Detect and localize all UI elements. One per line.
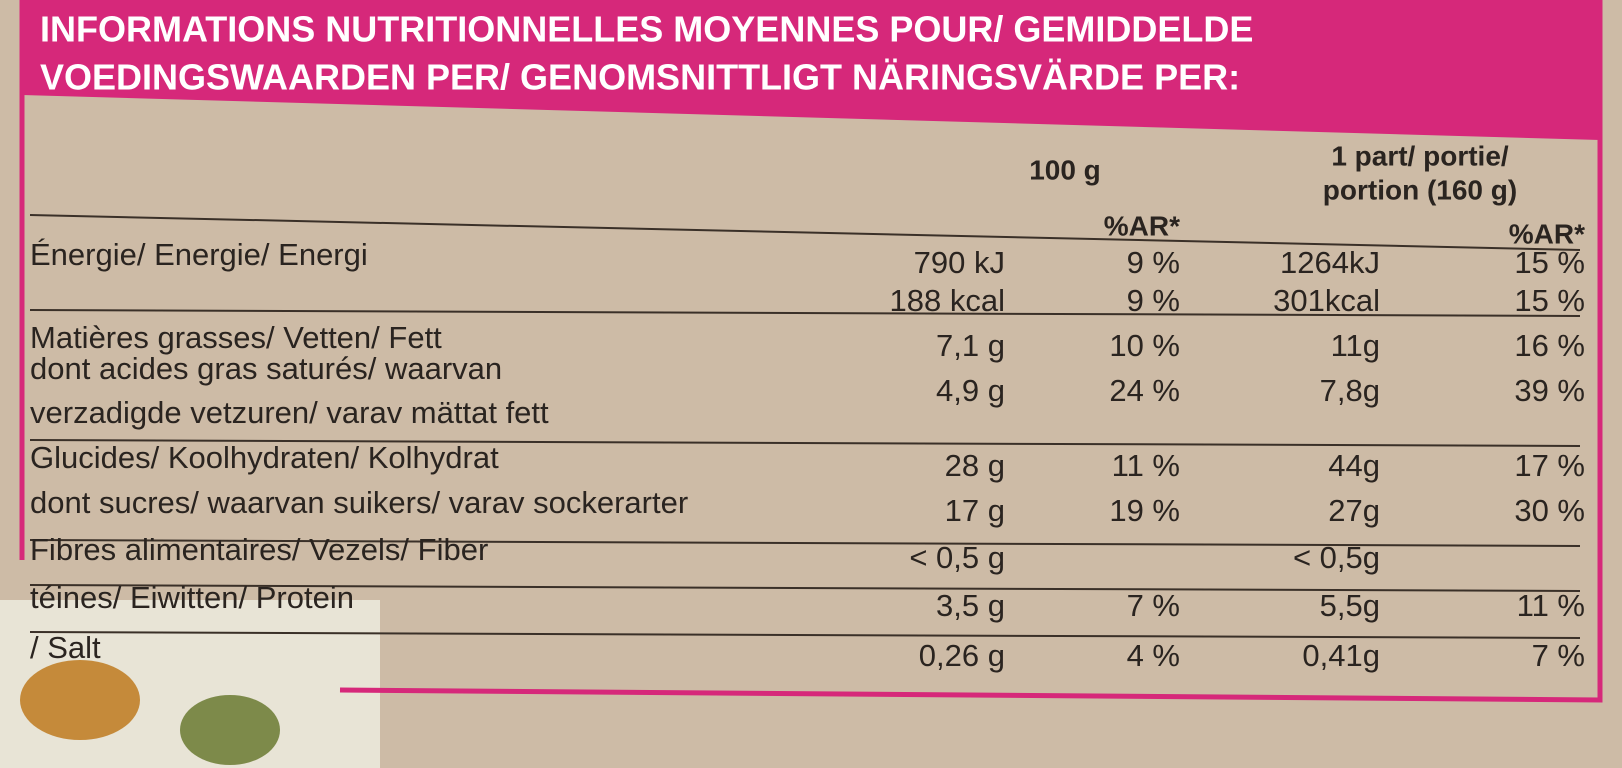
pattern bbox=[180, 695, 280, 765]
cell: 188 kcal bbox=[890, 283, 1005, 318]
cell: 0,41g bbox=[1302, 638, 1380, 673]
cell: 11 % bbox=[1112, 448, 1180, 483]
cell: 1264kJ bbox=[1280, 245, 1380, 280]
rule bbox=[29, 214, 1581, 251]
column-header: %AR* bbox=[1509, 218, 1585, 249]
cell: 9 % bbox=[1127, 283, 1180, 318]
cell: 10 % bbox=[1109, 328, 1180, 363]
cell: 7,8g bbox=[1320, 373, 1380, 408]
cell: 30 % bbox=[1514, 493, 1585, 528]
cell: 7,1 g bbox=[936, 328, 1005, 363]
cell: 15 % bbox=[1514, 245, 1585, 280]
cell: 28 g bbox=[945, 448, 1005, 483]
row-label: téines/ Eiwitten/ Protein bbox=[30, 580, 354, 615]
column-header: 100 g bbox=[1029, 154, 1101, 185]
column-header: portion (160 g) bbox=[1323, 174, 1517, 205]
cell: 11 % bbox=[1517, 588, 1585, 623]
cell: 39 % bbox=[1514, 373, 1585, 408]
cell: 301kcal bbox=[1273, 283, 1380, 318]
cell: 17 g bbox=[945, 493, 1005, 528]
rule bbox=[29, 439, 1581, 447]
row-label: Matières grasses/ Vetten/ Fett bbox=[30, 320, 442, 355]
header-line: INFORMATIONS NUTRITIONNELLES MOYENNES PO… bbox=[40, 9, 1253, 50]
row-label: Fibres alimentaires/ Vezels/ Fiber bbox=[30, 532, 488, 567]
cell: 5,5g bbox=[1320, 588, 1380, 623]
cell: 790 kJ bbox=[914, 245, 1005, 280]
rule bbox=[29, 631, 1581, 639]
column-header: 1 part/ portie/ bbox=[1331, 140, 1509, 171]
cell: 24 % bbox=[1109, 373, 1180, 408]
row-label: verzadigde vetzuren/ varav mättat fett bbox=[30, 395, 549, 430]
cell: 44g bbox=[1328, 448, 1380, 483]
cell: < 0,5 g bbox=[909, 540, 1005, 575]
row-label: dont sucres/ waarvan suikers/ varav sock… bbox=[30, 485, 688, 520]
cell: 11g bbox=[1331, 328, 1380, 363]
row-label: Glucides/ Koolhydraten/ Kolhydrat bbox=[30, 440, 499, 475]
cell: 7 % bbox=[1532, 638, 1585, 673]
rule bbox=[29, 539, 1581, 547]
cell: 7 % bbox=[1127, 588, 1180, 623]
cell: 19 % bbox=[1109, 493, 1180, 528]
header-band bbox=[22, 0, 1600, 140]
pattern bbox=[20, 660, 140, 740]
header-line: VOEDINGSWAARDEN PER/ GENOMSNITTLIGT NÄRI… bbox=[40, 57, 1240, 98]
column-header: %AR* bbox=[1104, 210, 1180, 241]
cell: 4 % bbox=[1127, 638, 1180, 673]
cell: 3,5 g bbox=[936, 588, 1005, 623]
cell: 16 % bbox=[1514, 328, 1585, 363]
row-label: Énergie/ Energie/ Energi bbox=[30, 237, 368, 272]
cell: 17 % bbox=[1514, 448, 1585, 483]
row-label: / Salt bbox=[30, 630, 101, 665]
cell: < 0,5g bbox=[1293, 540, 1380, 575]
cell: 9 % bbox=[1127, 245, 1180, 280]
cell: 27g bbox=[1328, 493, 1380, 528]
row-label: dont acides gras saturés/ waarvan bbox=[30, 351, 502, 386]
cell: 4,9 g bbox=[936, 373, 1005, 408]
cell: 15 % bbox=[1514, 283, 1585, 318]
cell: 0,26 g bbox=[919, 638, 1005, 673]
rule bbox=[29, 309, 1581, 317]
rule bbox=[29, 584, 1581, 592]
